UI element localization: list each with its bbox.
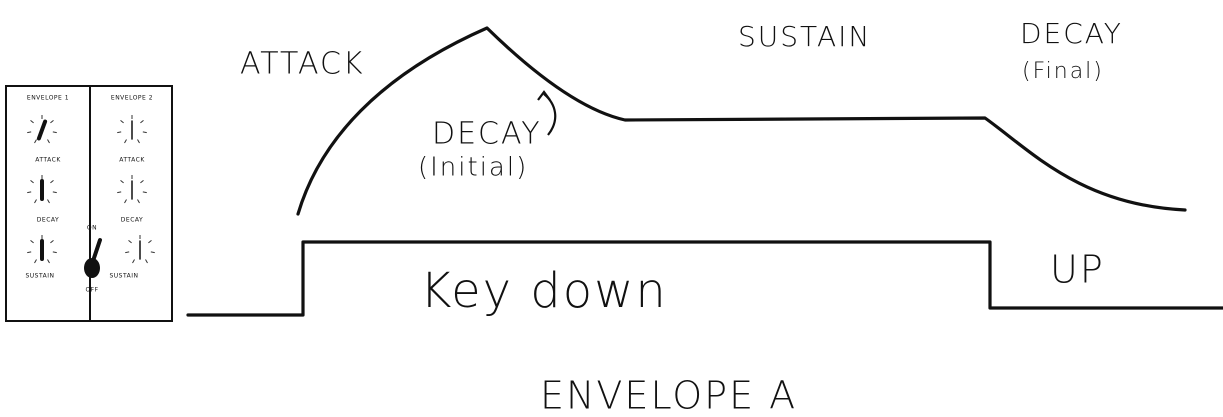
panel-column-title: ENVELOPE 1 <box>27 95 69 102</box>
knob-scale <box>129 240 132 243</box>
knob-scale <box>117 192 121 193</box>
decay-final-label: DECAY <box>1020 17 1123 50</box>
caption: ENVELOPE A <box>540 374 797 417</box>
knob-scale <box>53 132 57 133</box>
knob-label: DECAY <box>37 217 59 224</box>
knob-scale <box>146 260 148 263</box>
attack-label: ATTACK <box>240 47 365 82</box>
knob-label: SUSTAIN <box>109 273 138 280</box>
diagram: ATTACK SUSTAIN DECAY (Final) DECAY (Init… <box>0 0 1223 417</box>
knob-scale <box>140 120 143 123</box>
decay-final-note: (Final) <box>1022 59 1104 84</box>
knob-scale <box>48 140 50 143</box>
knob-scale <box>121 120 124 123</box>
switch-on-label: ON <box>87 225 97 232</box>
knob-label: ATTACK <box>119 157 145 164</box>
switch-off-label: OFF <box>85 287 98 294</box>
switch-base <box>84 258 100 278</box>
knob-scale <box>117 132 121 133</box>
sustain-label: SUSTAIN <box>738 20 871 53</box>
knob-scale <box>27 192 31 193</box>
knob-scale <box>121 180 124 183</box>
knob-scale <box>151 252 155 253</box>
decay-initial-label: DECAY <box>432 117 542 152</box>
knob-scale <box>50 180 53 183</box>
key-down-label: Key down <box>420 263 668 319</box>
knob-scale <box>50 120 53 123</box>
knob-scale <box>140 180 143 183</box>
knob-scale <box>138 140 140 143</box>
knob-label: DECAY <box>121 217 143 224</box>
knob-label: SUSTAIN <box>25 273 54 280</box>
knob-scale <box>31 180 34 183</box>
knob-pointer <box>39 122 45 139</box>
knob-scale <box>53 252 57 253</box>
knob-scale <box>125 140 127 143</box>
knob-scale <box>148 240 151 243</box>
knob-scale <box>35 140 37 143</box>
knob-scale <box>35 200 37 203</box>
knob-scale <box>125 252 129 253</box>
knob-scale <box>50 240 53 243</box>
knob-scale <box>48 200 50 203</box>
knob-scale <box>143 132 147 133</box>
key-up-label: UP <box>1050 248 1105 292</box>
decay-initial-note: (Initial) <box>418 153 528 183</box>
knob-scale <box>31 120 34 123</box>
knob-scale <box>27 132 31 133</box>
knob-scale <box>133 260 135 263</box>
knob-scale <box>31 240 34 243</box>
knob-scale <box>143 192 147 193</box>
knob-scale <box>48 260 50 263</box>
knob-scale <box>27 252 31 253</box>
knob-scale <box>138 200 140 203</box>
panel-column-title: ENVELOPE 2 <box>111 95 153 102</box>
knob-scale <box>125 200 127 203</box>
knob-label: ATTACK <box>35 157 61 164</box>
knob-scale <box>53 192 57 193</box>
knob-scale <box>35 260 37 263</box>
